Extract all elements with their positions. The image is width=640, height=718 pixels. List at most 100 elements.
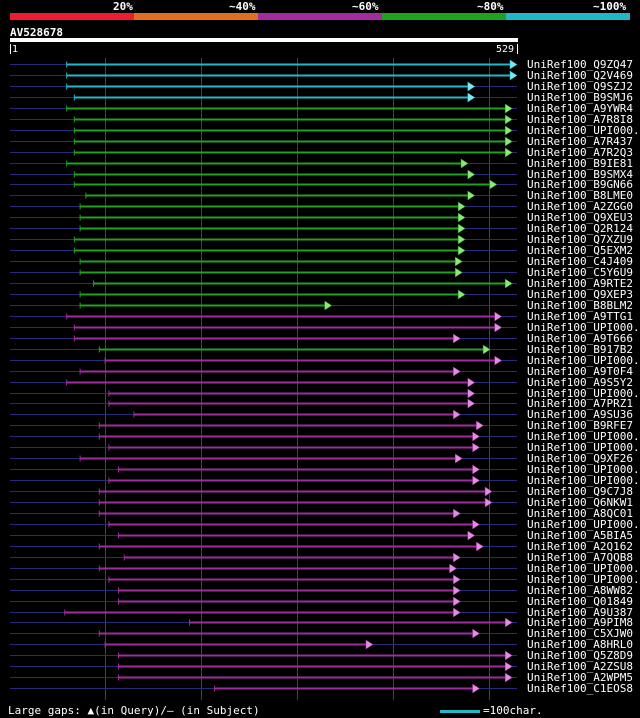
legend-label-40: ~40% (229, 0, 256, 13)
hit-label[interactable]: UniRef100_Q5EXM2 (527, 244, 633, 257)
hit-label[interactable]: UniRef100_A2WPM5 (527, 671, 633, 684)
hit-label[interactable]: UniRef100_UPI000... (527, 441, 640, 454)
hit-label[interactable]: UniRef100_Q7XZU9 (527, 233, 633, 246)
hit-label[interactable]: UniRef100_UPI000... (527, 354, 640, 367)
hit-label[interactable]: UniRef100_Q9C7J8 (527, 485, 633, 498)
hit-label[interactable]: UniRef100_A7R2Q3 (527, 146, 633, 159)
hit-label[interactable]: UniRef100_C1EOS8 (527, 682, 633, 695)
hit-label[interactable]: UniRef100_B9IE81 (527, 157, 633, 170)
hit-label[interactable]: UniRef100_Q9SZJ2 (527, 80, 633, 93)
hit-label[interactable]: UniRef100_A5BIA5 (527, 529, 633, 542)
hit-label[interactable]: UniRef100_A9SU36 (527, 408, 633, 421)
hit-label[interactable]: UniRef100_Q01849 (527, 595, 633, 608)
hit-arrow-icon (504, 147, 513, 158)
hit-label[interactable]: UniRef100_A9TTG1 (527, 310, 633, 323)
hit-label[interactable]: UniRef100_A9T0F4 (527, 365, 633, 378)
hit-arrow-icon (365, 639, 374, 650)
ruler-end-label: 529 (496, 44, 515, 55)
query-ruler (10, 38, 518, 42)
hit-label[interactable]: UniRef100_A9T666 (527, 332, 633, 345)
identity-legend: 20% ~40% ~60% ~80% ~100% (0, 0, 640, 22)
hit-label[interactable]: UniRef100_Q9ZQ47 (527, 58, 633, 71)
hit-label[interactable]: UniRef100_UPI000... (527, 518, 640, 531)
hit-label[interactable]: UniRef100_Q5Z8D9 (527, 649, 633, 662)
hit-label[interactable]: UniRef100_Q2V469 (527, 69, 633, 82)
hit-arrow-icon (472, 519, 481, 530)
legend-bar-20 (10, 13, 134, 20)
scale-bar (440, 709, 480, 713)
hit-arrow-icon (467, 398, 476, 409)
hit-label[interactable]: UniRef100_UPI000... (527, 321, 640, 334)
hit-label[interactable]: UniRef100_UPI000... (527, 463, 640, 476)
hit-label[interactable]: UniRef100_Q9XEP3 (527, 288, 633, 301)
hit-label[interactable]: UniRef100_A8QC01 (527, 507, 633, 520)
hit-arrow-icon (453, 552, 461, 563)
hit-label[interactable]: UniRef100_B8LME0 (527, 189, 633, 202)
hit-arrow-icon (489, 179, 498, 190)
hit-arrow-icon (453, 574, 461, 585)
hit-arrow-icon (494, 322, 503, 333)
hit-arrow-icon (472, 628, 481, 639)
hit-label[interactable]: UniRef100_A2Q162 (527, 540, 633, 553)
hit-arrow-icon (324, 300, 333, 311)
hit-label[interactable]: UniRef100_A8WW82 (527, 584, 633, 597)
hit-label[interactable]: UniRef100_UPI000... (527, 474, 640, 487)
hit-label[interactable]: UniRef100_B917B2 (527, 343, 633, 356)
hit-label[interactable]: UniRef100_B9SMJ6 (527, 91, 633, 104)
hit-label[interactable]: UniRef100_C4J409 (527, 255, 633, 268)
hit-arrow-icon (457, 223, 466, 234)
hit-arrow-icon (472, 431, 481, 442)
hit-label[interactable]: UniRef100_Q6NKW1 (527, 496, 633, 509)
hit-arrow-icon (455, 267, 463, 278)
hit-arrow-icon (504, 278, 513, 289)
hit-arrow-icon (457, 234, 466, 245)
hit-label[interactable]: UniRef100_B9GN66 (527, 178, 633, 191)
hit-label[interactable]: UniRef100_UPI000... (527, 562, 640, 575)
hit-arrow-icon (476, 541, 484, 552)
hit-label[interactable]: UniRef100_A7PRZ1 (527, 397, 633, 410)
hit-label[interactable]: UniRef100_Q9XF26 (527, 452, 633, 465)
hit-label[interactable]: UniRef100_A2ZSU8 (527, 660, 633, 673)
hit-label[interactable]: UniRef100_UPI000... (527, 124, 640, 137)
hit-label[interactable]: UniRef100_B9RFE7 (527, 419, 633, 432)
hit-label[interactable]: UniRef100_A2ZGG0 (527, 200, 633, 213)
legend-label-100: ~100% (593, 0, 627, 13)
hit-label[interactable]: UniRef100_UPI000... (527, 430, 640, 443)
hit-label[interactable]: UniRef100_A9S5Y2 (527, 376, 633, 389)
hit-label[interactable]: UniRef100_A7QQB8 (527, 551, 633, 564)
hit-label[interactable]: UniRef100_A7R8I8 (527, 113, 633, 126)
hit-label[interactable]: UniRef100_A7R437 (527, 135, 633, 148)
hit-arrow-icon (504, 125, 513, 136)
footer-legend: Large gaps: ▲(in Query)/— (in Subject) (8, 704, 260, 717)
hit-arrow-icon (453, 585, 461, 596)
hit-arrow-icon (484, 497, 493, 508)
hit-arrow-icon (455, 453, 463, 464)
hit-label[interactable]: UniRef100_A9RTE2 (527, 277, 633, 290)
hit-label[interactable]: UniRef100_A9U387 (527, 606, 633, 619)
hit-arrow-icon (467, 92, 476, 103)
hit-label[interactable]: UniRef100_C5XJW0 (527, 627, 633, 640)
hit-arrow-icon (504, 650, 513, 661)
hit-arrow-icon (455, 256, 463, 267)
hit-arrow-icon (467, 377, 476, 388)
hit-label[interactable]: UniRef100_Q2R124 (527, 222, 633, 235)
hit-arrow-icon (457, 245, 466, 256)
hit-arrow-icon (504, 617, 513, 628)
hit-label[interactable]: UniRef100_C5Y6U9 (527, 266, 633, 279)
hit-arrow-icon (467, 388, 476, 399)
query-id: AV528678 (10, 26, 63, 39)
hit-label[interactable]: UniRef100_B9SMX4 (527, 168, 633, 181)
hit-label[interactable]: UniRef100_UPI000... (527, 573, 640, 586)
hit-label[interactable]: UniRef100_B8BLM2 (527, 299, 633, 312)
hit-arrow-icon (457, 289, 466, 300)
hit-label[interactable]: UniRef100_UPI000... (527, 387, 640, 400)
hit-label[interactable]: UniRef100_A9PIM8 (527, 616, 633, 629)
hit-label[interactable]: UniRef100_A8HRL0 (527, 638, 633, 651)
hit-label[interactable]: UniRef100_Q9XEU3 (527, 211, 633, 224)
hit-arrow-icon (457, 201, 466, 212)
legend-bar-80 (382, 13, 506, 20)
hit-arrow-icon (449, 563, 457, 574)
hit-arrow-icon (472, 475, 481, 486)
hit-label[interactable]: UniRef100_A9YWR4 (527, 102, 633, 115)
legend-label-20: 20% (113, 0, 133, 13)
